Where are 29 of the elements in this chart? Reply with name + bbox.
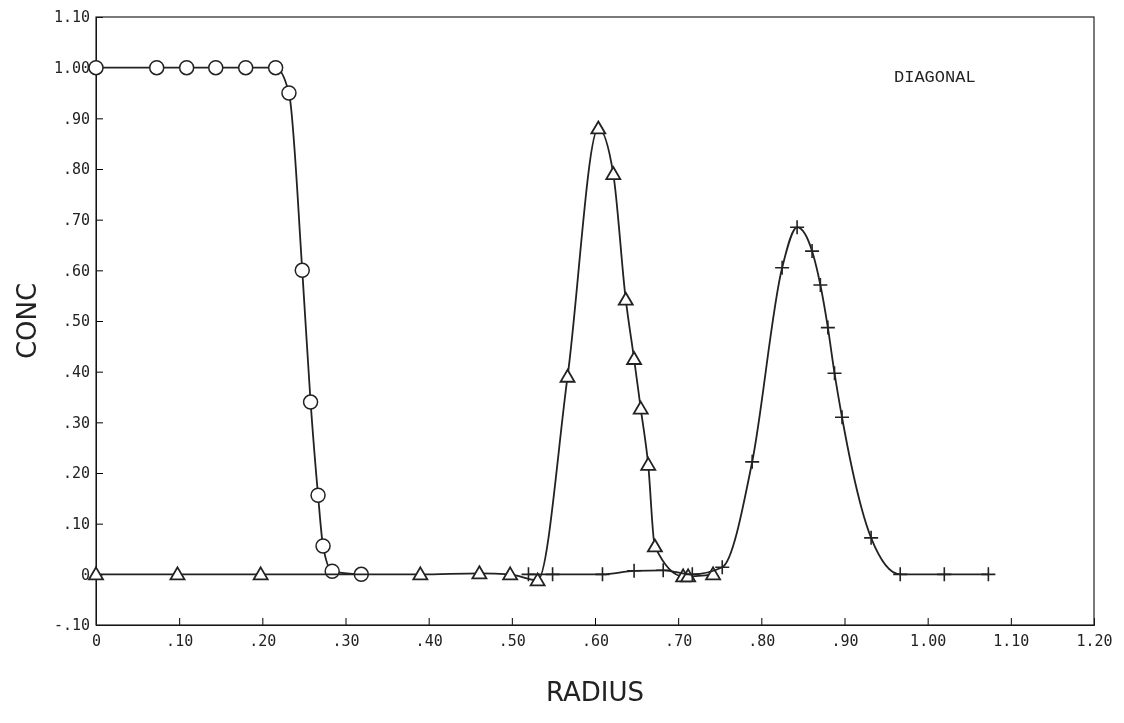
x-axis-title: RADIUS <box>545 677 645 707</box>
x-tick-label: .90 <box>831 631 859 650</box>
x-tick-label: .40 <box>415 631 443 650</box>
y-axis-title: CONC <box>12 282 42 360</box>
x-tick-label: .70 <box>665 631 693 650</box>
y-tick-label: .50 <box>62 312 90 331</box>
y-tick-label: .10 <box>62 514 90 533</box>
annotation: DIAGONAL <box>894 68 976 87</box>
y-tick-label: .40 <box>62 362 90 381</box>
y-tick-label: .60 <box>62 261 90 280</box>
x-tick-label: 0 <box>91 631 102 650</box>
x-tick-label: .60 <box>581 631 610 650</box>
y-tick-label: .30 <box>62 413 90 432</box>
y-tick-label: 1.10 <box>53 8 90 27</box>
y-tick-label: -.10 <box>53 616 90 635</box>
y-tick-label: .90 <box>62 109 90 128</box>
x-tick-label: 1.10 <box>993 631 1030 650</box>
x-tick-label: .20 <box>249 631 277 650</box>
x-tick-label: .30 <box>332 631 360 650</box>
x-tick-label: .80 <box>748 631 776 650</box>
x-tick-label: 1.00 <box>910 631 947 650</box>
y-tick-label: 1.00 <box>53 58 90 77</box>
x-tick-label: .10 <box>166 631 194 650</box>
x-tick-label: .50 <box>498 631 526 650</box>
y-tick-label: 0 <box>80 565 90 584</box>
y-tick-label: .70 <box>62 210 90 229</box>
x-tick-label: 1.20 <box>1076 631 1113 650</box>
y-tick-label: .80 <box>62 160 90 179</box>
y-tick-label: .20 <box>62 464 90 483</box>
